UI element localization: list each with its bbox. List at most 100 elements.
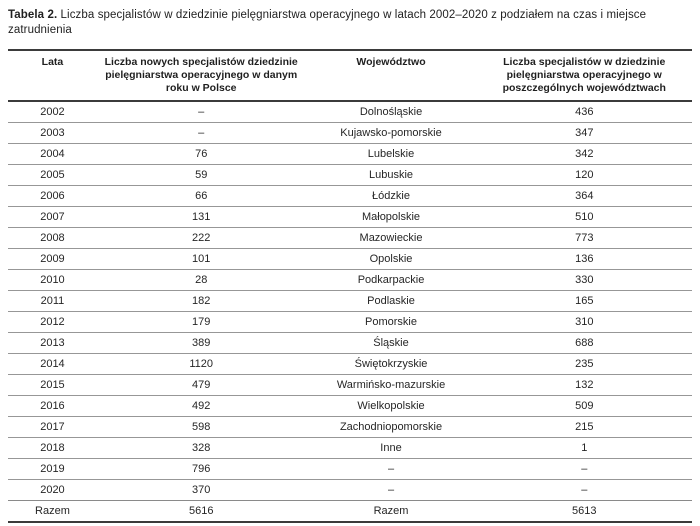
table-cell: 2008 — [8, 227, 97, 249]
table-cell: 2006 — [8, 185, 97, 207]
summary-label-right: Razem — [305, 500, 477, 522]
table-row: 2018 328 Inne 1 — [8, 437, 692, 459]
table-cell: – — [96, 122, 306, 144]
table-cell: Lubuskie — [305, 164, 477, 186]
table-row: 2015 479 Warmińsko-mazurskie 132 — [8, 374, 692, 396]
table-cell: 2011 — [8, 290, 97, 312]
table-row: 2002 – Dolnośląskie 436 — [8, 101, 692, 123]
table-row: 2013 389 Śląskie 688 — [8, 332, 692, 354]
table-cell: Podkarpackie — [305, 269, 477, 291]
column-header-specialists-by-region: Liczba specjalistów w dziedzinie pielęgn… — [476, 50, 692, 102]
column-header-lata: Lata — [8, 50, 97, 102]
table-cell: 2015 — [8, 374, 97, 396]
table-cell: 2016 — [8, 395, 97, 417]
table-row: 2020 370– – — [8, 479, 692, 501]
table-cell: 330 — [476, 269, 692, 291]
table-row: 2011 182 Podlaskie 165 — [8, 290, 692, 312]
table-cell: Łódzkie — [305, 185, 477, 207]
table-caption-text: Liczba specjalistów w dziedzinie pielęgn… — [8, 9, 647, 36]
table-cell: Małopolskie — [305, 206, 477, 228]
table-cell: – — [476, 479, 692, 501]
table-caption-label: Tabela 2. — [8, 9, 58, 21]
table-row: 2017 598 Zachodniopomorskie 215 — [8, 416, 692, 438]
table-cell: 389 — [96, 332, 306, 354]
table-header: Lata Liczba nowych specjalistów dziedzin… — [8, 50, 692, 102]
table-cell: 2004 — [8, 143, 97, 165]
table-row: 2008 222 Mazowieckie 773 — [8, 227, 692, 249]
table-cell: Opolskie — [305, 248, 477, 270]
table-row: 2005 59 Lubuskie 120 — [8, 164, 692, 186]
table-cell: 136 — [476, 248, 692, 270]
table-cell: Pomorskie — [305, 311, 477, 333]
table-cell: 101 — [96, 248, 306, 270]
table-cell: 2014 — [8, 353, 97, 375]
table-row: 2012 179 Pomorskie 310 — [8, 311, 692, 333]
specialists-table: Lata Liczba nowych specjalistów dziedzin… — [8, 49, 692, 523]
table-cell: 2013 — [8, 332, 97, 354]
table-row: 2004 76 Lubelskie 342 — [8, 143, 692, 165]
summary-total-new-specialists: 5616 — [96, 500, 306, 522]
table-cell: 796 — [96, 458, 306, 480]
table-cell: Zachodniopomorskie — [305, 416, 477, 438]
table-row: 2016 492 Wielkopolskie 509 — [8, 395, 692, 417]
table-cell: 182 — [96, 290, 306, 312]
table-cell: 131 — [96, 206, 306, 228]
table-cell: 2012 — [8, 311, 97, 333]
table-cell: 235 — [476, 353, 692, 375]
summary-row: Razem 5616 Razem 5613 — [8, 500, 692, 522]
table-cell: – — [305, 479, 477, 501]
table-cell: – — [198, 105, 205, 118]
table-cell: 76 — [96, 143, 306, 165]
table-body: 2002– Dolnośląskie 436 2003– Kujawsko-pomors… — [8, 101, 692, 501]
table-cell: 2003 — [8, 122, 97, 144]
table-caption: Tabela 2. Liczba specjalistów w dziedzin… — [8, 8, 692, 38]
table-cell: 1120 — [96, 353, 306, 375]
table-cell: 328 — [96, 437, 306, 459]
table-cell: 132 — [476, 374, 692, 396]
table-cell: 222 — [96, 227, 306, 249]
table-cell: 28 — [96, 269, 306, 291]
table-cell: 165 — [476, 290, 692, 312]
column-header-new-specialists: Liczba nowych specjalistów dziedzinie pi… — [96, 50, 306, 102]
table-cell: 2007 — [8, 206, 97, 228]
table-cell: 2010 — [8, 269, 97, 291]
summary-total-by-region: 5613 — [476, 500, 692, 522]
table-cell: 310 — [476, 311, 692, 333]
table-cell: 509 — [476, 395, 692, 417]
table-cell: 347 — [476, 122, 692, 144]
table-cell: Lubelskie — [305, 143, 477, 165]
table-header-row: Lata Liczba nowych specjalistów dziedzin… — [8, 50, 692, 102]
table-row: 2006 66 Łódzkie 364 — [8, 185, 692, 207]
table-cell: 364 — [476, 185, 692, 207]
table-cell: 2009 — [8, 248, 97, 270]
table-cell: – — [305, 458, 477, 480]
table-cell: 479 — [96, 374, 306, 396]
table-row: 2010 28 Podkarpackie 330 — [8, 269, 692, 291]
table-cell: 773 — [476, 227, 692, 249]
summary-label-left: Razem — [8, 500, 97, 522]
table-cell: 1 — [476, 437, 692, 459]
table-cell: – — [476, 458, 692, 480]
table-cell: 179 — [96, 311, 306, 333]
table-cell: 215 — [476, 416, 692, 438]
table-row: 2007 131 Małopolskie 510 — [8, 206, 692, 228]
column-header-wojewodztwo: Województwo — [305, 50, 477, 102]
table-cell: Świętokrzyskie — [305, 353, 477, 375]
table-cell: 120 — [476, 164, 692, 186]
table-cell: 436 — [575, 105, 594, 118]
table-cell: Kujawsko-pomorskie — [305, 122, 477, 144]
table-cell: 510 — [476, 206, 692, 228]
table-cell: Dolnośląskie — [359, 105, 423, 118]
table-row: 2014 1120 Świętokrzyskie 235 — [8, 353, 692, 375]
table-cell: 59 — [96, 164, 306, 186]
table-footer: Razem 5616 Razem 5613 — [8, 500, 692, 522]
table-cell: 2019 — [8, 458, 97, 480]
table-cell: 342 — [476, 143, 692, 165]
table-row: 2003– Kujawsko-pomorskie 347 — [8, 122, 692, 144]
table-cell: 492 — [96, 395, 306, 417]
table-cell: 2002 — [40, 105, 65, 118]
table-cell: 2020 — [8, 479, 97, 501]
table-cell: 2017 — [8, 416, 97, 438]
table-cell: 2018 — [8, 437, 97, 459]
